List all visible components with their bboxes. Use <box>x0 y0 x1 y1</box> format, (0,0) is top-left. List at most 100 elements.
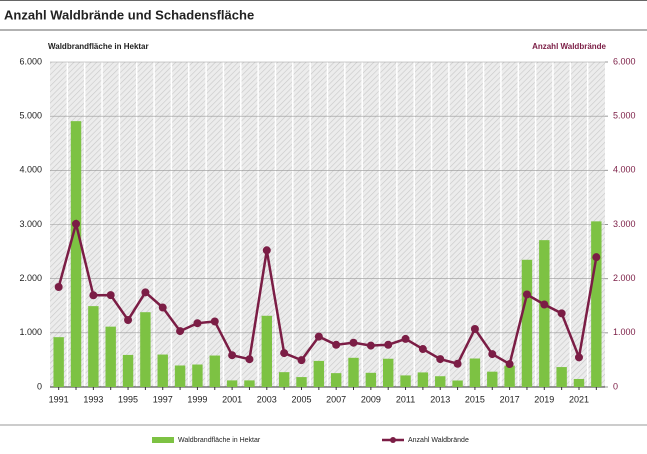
y2-tick-label: 2.000 <box>613 273 636 283</box>
y-tick-label: 1.000 <box>19 327 42 337</box>
bar <box>573 378 585 387</box>
point <box>470 324 479 333</box>
y2-tick-label: 6.000 <box>613 56 636 66</box>
bar <box>226 380 238 387</box>
x-tick-label: 2013 <box>430 394 450 404</box>
bar <box>70 121 82 388</box>
point <box>384 340 393 349</box>
bar <box>383 358 394 387</box>
point <box>89 291 98 300</box>
bar <box>174 365 186 387</box>
bar <box>157 354 168 387</box>
x-tick-label: 1991 <box>49 394 69 404</box>
x-tick-label: 1997 <box>153 394 173 404</box>
point <box>245 355 254 364</box>
x-tick-label: 1999 <box>187 394 207 404</box>
bar <box>435 376 446 387</box>
chart-title: Anzahl Waldbrände und Schadensfläche <box>4 7 254 22</box>
y-axis-label: Waldbrandfläche in Hektar <box>48 42 149 51</box>
x-tick-label: 2015 <box>465 394 485 404</box>
bar <box>539 240 550 387</box>
point <box>349 338 358 347</box>
point <box>141 288 150 297</box>
y-tick-label: 6.000 <box>19 56 42 66</box>
y2-tick-label: 4.000 <box>613 165 636 175</box>
bar <box>469 358 481 387</box>
legend-label: Waldbrandfläche in Hektar <box>178 437 261 444</box>
y2-tick-label: 3.000 <box>613 219 636 229</box>
bar <box>417 372 429 387</box>
point <box>488 350 497 359</box>
point <box>557 309 566 318</box>
y-tick-label: 2.000 <box>19 273 42 283</box>
bar <box>192 364 203 387</box>
bar <box>209 355 220 387</box>
point <box>262 246 271 255</box>
point <box>280 349 289 358</box>
point <box>54 283 63 292</box>
bar <box>140 312 151 387</box>
bar <box>261 315 272 387</box>
bar <box>521 259 533 387</box>
bar <box>53 337 64 387</box>
bar <box>122 354 134 387</box>
point <box>401 334 410 343</box>
point <box>540 300 549 309</box>
x-tick-label: 2007 <box>326 394 346 404</box>
bar <box>296 377 307 387</box>
point <box>314 332 323 341</box>
point <box>574 353 583 362</box>
bar <box>487 371 498 387</box>
x-tick-label: 1995 <box>118 394 138 404</box>
y2-tick-label: 1.000 <box>613 327 636 337</box>
bar <box>278 372 290 387</box>
bar <box>452 380 463 387</box>
bar <box>504 365 515 387</box>
point <box>366 341 375 350</box>
legend-swatch <box>390 437 396 443</box>
x-tick-label: 2017 <box>500 394 520 404</box>
point <box>592 253 601 262</box>
bar <box>313 360 325 387</box>
y2-tick-label: 5.000 <box>613 111 636 121</box>
bar <box>105 326 116 387</box>
x-tick-label: 2021 <box>569 394 589 404</box>
point <box>436 355 445 364</box>
x-tick-label: 2009 <box>361 394 381 404</box>
point <box>72 219 81 228</box>
point <box>332 340 341 349</box>
point <box>418 345 427 354</box>
x-tick-label: 2003 <box>257 394 277 404</box>
legend-swatch <box>152 437 174 443</box>
bar <box>365 372 377 387</box>
point <box>453 359 462 368</box>
y2-tick-label: 0 <box>613 381 618 391</box>
legend-label: Anzahl Waldbrände <box>408 437 469 444</box>
x-tick-label: 2001 <box>222 394 242 404</box>
point <box>210 317 219 326</box>
x-tick-label: 2019 <box>534 394 554 404</box>
bar <box>400 375 411 387</box>
y-tick-label: 0 <box>37 381 42 391</box>
point <box>228 351 237 360</box>
point <box>522 290 531 299</box>
point <box>505 360 514 369</box>
x-tick-label: 1993 <box>83 394 103 404</box>
point <box>193 319 202 328</box>
bar <box>591 221 602 387</box>
y-tick-label: 5.000 <box>19 111 42 121</box>
bar <box>244 380 255 387</box>
point <box>297 356 306 365</box>
point <box>106 291 115 300</box>
bar <box>348 357 359 387</box>
bar <box>88 306 99 387</box>
point <box>158 303 167 312</box>
bar <box>556 367 567 387</box>
y-tick-label: 4.000 <box>19 165 42 175</box>
x-tick-label: 2011 <box>396 394 415 404</box>
y-tick-label: 3.000 <box>19 219 42 229</box>
y2-axis-label: Anzahl Waldbrände <box>532 42 606 51</box>
point <box>124 315 133 324</box>
point <box>176 327 185 336</box>
